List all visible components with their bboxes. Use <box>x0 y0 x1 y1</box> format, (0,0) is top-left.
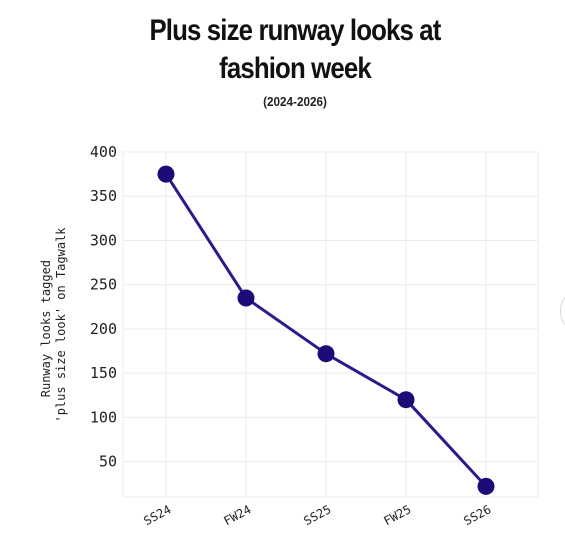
y-tick-label: 350 <box>90 187 117 205</box>
x-tick-label: FW25 <box>381 502 413 528</box>
y-tick-label: 300 <box>90 231 117 249</box>
y-tick-label: 250 <box>90 276 117 294</box>
data-point-ss24 <box>157 165 175 183</box>
chart-subtitle: (2024-2026) <box>263 94 327 109</box>
chart-title: Plus size runway looks at fashion week <box>41 12 548 88</box>
y-tick-label: 400 <box>90 143 117 161</box>
x-tick-label: SS26 <box>461 502 493 528</box>
y-tick-label: 50 <box>99 453 117 471</box>
x-axis-ticks: SS24 FW24 SS25 FW25 SS26 <box>141 502 493 528</box>
data-point-fw25 <box>397 391 415 409</box>
y-axis-label: Runway looks tagged 'plus size look' on … <box>39 227 68 423</box>
data-point-fw24 <box>237 289 255 307</box>
data-point-ss26 <box>477 477 495 495</box>
grid-layer <box>122 151 539 498</box>
y-axis-label-line-1: Runway looks tagged <box>39 260 53 397</box>
y-axis-label-line-2: 'plus size look' on Tagwalk <box>54 227 68 423</box>
x-tick-label: SS24 <box>141 502 173 528</box>
chart-title-line-1: Plus size runway looks at <box>149 14 441 47</box>
y-tick-label: 100 <box>90 408 117 426</box>
chart-title-line-2: fashion week <box>219 52 372 85</box>
data-point-ss25 <box>317 345 335 363</box>
y-axis-ticks: 50 100 150 200 250 300 350 400 <box>90 143 117 471</box>
y-tick-label: 200 <box>90 320 117 338</box>
x-tick-label: FW24 <box>221 502 253 528</box>
x-tick-label: SS25 <box>301 502 333 528</box>
y-tick-label: 150 <box>90 364 117 382</box>
series-layer <box>157 165 495 495</box>
